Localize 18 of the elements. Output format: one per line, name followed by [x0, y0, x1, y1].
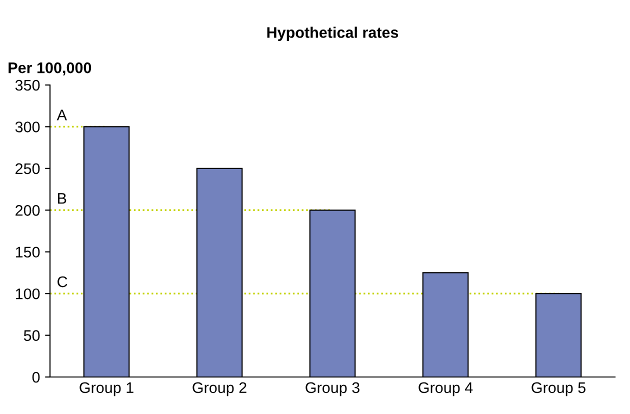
y-axis-title: Per 100,000 — [8, 62, 92, 76]
chart-title: Hypothetical rates — [267, 26, 398, 41]
ref-line-label: C — [58, 276, 68, 288]
x-tick-label: Group 5 — [532, 382, 586, 396]
y-tick-label: 250 — [16, 163, 40, 174]
x-tick-label: Group 1 — [80, 382, 134, 396]
y-tick-label: 50 — [24, 330, 40, 341]
ref-line-label: B — [58, 193, 66, 204]
y-tick-label: 300 — [15, 122, 40, 132]
x-tick-label: Group 3 — [306, 382, 360, 396]
y-tick-label: 200 — [16, 205, 40, 216]
y-tick-label: 0 — [32, 372, 40, 383]
x-tick-label: Group 4 — [418, 382, 473, 396]
ref-line-label: A — [56, 110, 67, 120]
y-tick-label: 350 — [15, 80, 40, 91]
y-tick-label: 150 — [16, 246, 40, 258]
x-tick-label: Group 2 — [192, 382, 246, 396]
y-tick-label: 100 — [16, 288, 40, 300]
